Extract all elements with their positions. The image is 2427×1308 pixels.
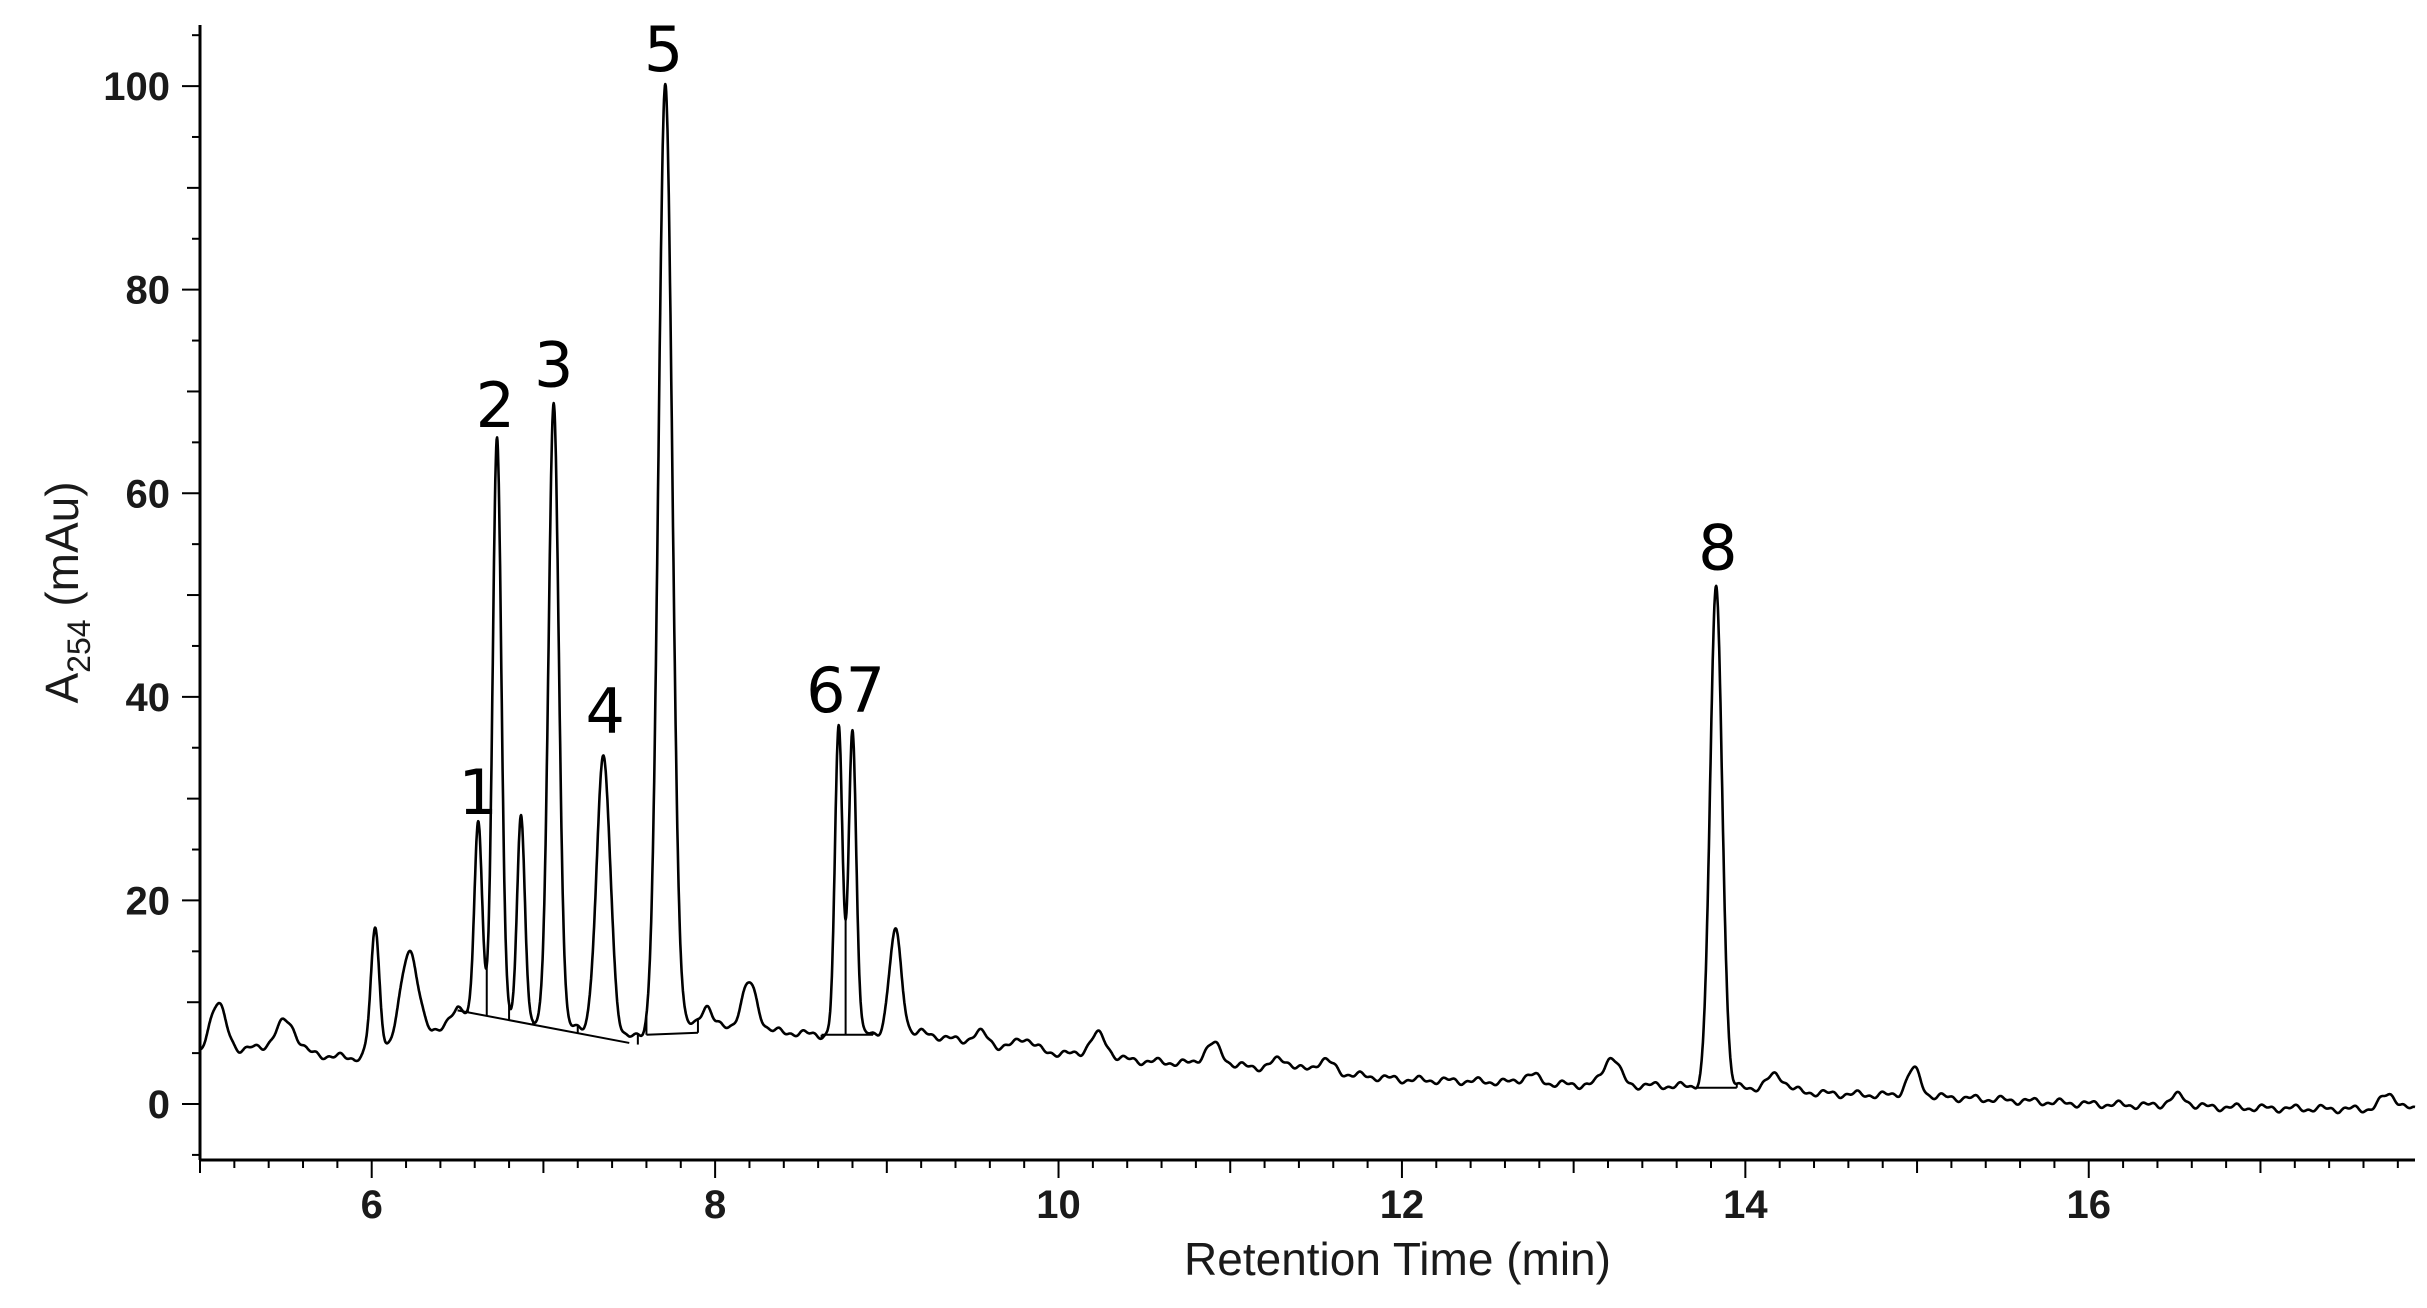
- y-tick-label: 40: [126, 676, 171, 720]
- x-axis-title: Retention Time (min): [1184, 1233, 1611, 1285]
- x-tick-label: 12: [1380, 1183, 1425, 1227]
- x-tick-label: 14: [1723, 1183, 1768, 1227]
- y-tick-label: 0: [148, 1083, 170, 1127]
- peak-label-3: 3: [534, 328, 573, 401]
- y-tick-label: 20: [126, 879, 171, 923]
- peak-label-4: 4: [585, 674, 624, 747]
- x-tick-label: 6: [361, 1183, 383, 1227]
- peak-label-1: 1: [458, 756, 497, 829]
- peak-label-2: 2: [476, 369, 515, 442]
- x-tick-label: 16: [2067, 1183, 2112, 1227]
- y-tick-label: 100: [103, 65, 170, 109]
- trace-layer: [199, 82, 2416, 1115]
- chromatogram-trace: [199, 82, 2416, 1115]
- x-tick-label: 10: [1036, 1183, 1081, 1227]
- y-tick-label: 80: [126, 269, 171, 313]
- integration-baseline: [646, 1031, 698, 1036]
- integration-baseline: [457, 1009, 630, 1044]
- y-axis-title-main: A: [36, 673, 88, 704]
- peak-label-5: 5: [644, 13, 683, 86]
- y-axis-title-unit: (mAu): [36, 481, 88, 619]
- peak-label-8: 8: [1698, 512, 1737, 585]
- y-axis-title-sub: 254: [61, 619, 97, 672]
- peak-label-67: 67: [806, 654, 885, 727]
- x-tick-label: 8: [704, 1183, 726, 1227]
- y-axis-title: A254 (mAu): [36, 481, 97, 703]
- y-tick-label: 60: [126, 472, 171, 516]
